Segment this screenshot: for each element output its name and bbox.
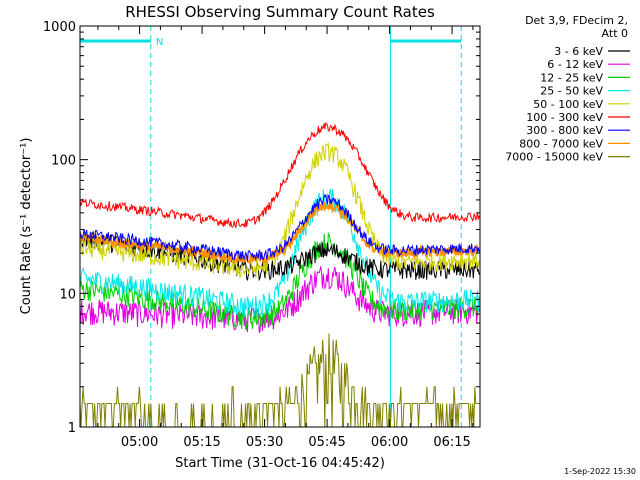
series-line-5	[79, 122, 480, 228]
plot-frame	[79, 25, 481, 428]
y-axis: 1 10 100 1000	[43, 20, 480, 436]
series-line-3	[79, 188, 480, 318]
x-tick-label-4: 06:00	[371, 435, 408, 450]
x-axis: 05:00 05:15 05:30 05:45 06:00 06:15	[97, 26, 474, 450]
y-tick-label-0: 1	[68, 421, 76, 436]
y-axis-label: Count Rate (s⁻¹ detector⁻¹)	[19, 138, 34, 315]
x-axis-label: Start Time (31-Oct-16 04:45:42)	[175, 456, 385, 471]
x-tick-label-2: 05:30	[246, 435, 283, 450]
x-tick-label-1: 05:15	[183, 435, 220, 450]
series-lines	[79, 122, 480, 428]
legend-label-1: 6 - 12 keV	[547, 58, 603, 71]
x-tick-label-3: 05:45	[308, 435, 345, 450]
legend-header-0: Det 3,9, FDecim 2,	[525, 14, 628, 27]
legend-label-3: 25 - 50 keV	[540, 85, 603, 98]
y-tick-label-2: 100	[51, 154, 76, 169]
series-line-8	[79, 333, 480, 428]
legend-label-2: 12 - 25 keV	[540, 71, 603, 84]
y-tick-label-3: 1000	[43, 20, 76, 35]
legend-label-7: 800 - 7000 keV	[519, 137, 603, 150]
saa-marker-label-0: N	[156, 37, 163, 48]
chart-title: RHESSI Observing Summary Count Rates	[125, 3, 435, 21]
observing-intervals: N	[79, 26, 462, 427]
series-line-6	[79, 193, 480, 262]
legend-label-5: 100 - 300 keV	[526, 111, 603, 124]
legend-header-1: Att 0	[602, 27, 628, 40]
x-tick-label-0: 05:00	[121, 435, 158, 450]
series-line-2	[79, 232, 480, 331]
legend-label-6: 300 - 800 keV	[526, 124, 603, 137]
legend-label-4: 50 - 100 keV	[533, 98, 603, 111]
x-tick-label-5: 06:15	[433, 435, 470, 450]
y-tick-label-1: 10	[59, 287, 76, 302]
plot-timestamp: 1-Sep-2022 15:30	[564, 467, 636, 476]
legend-label-8: 7000 - 15000 keV	[505, 151, 603, 164]
legend-label-0: 3 - 6 keV	[554, 45, 603, 58]
